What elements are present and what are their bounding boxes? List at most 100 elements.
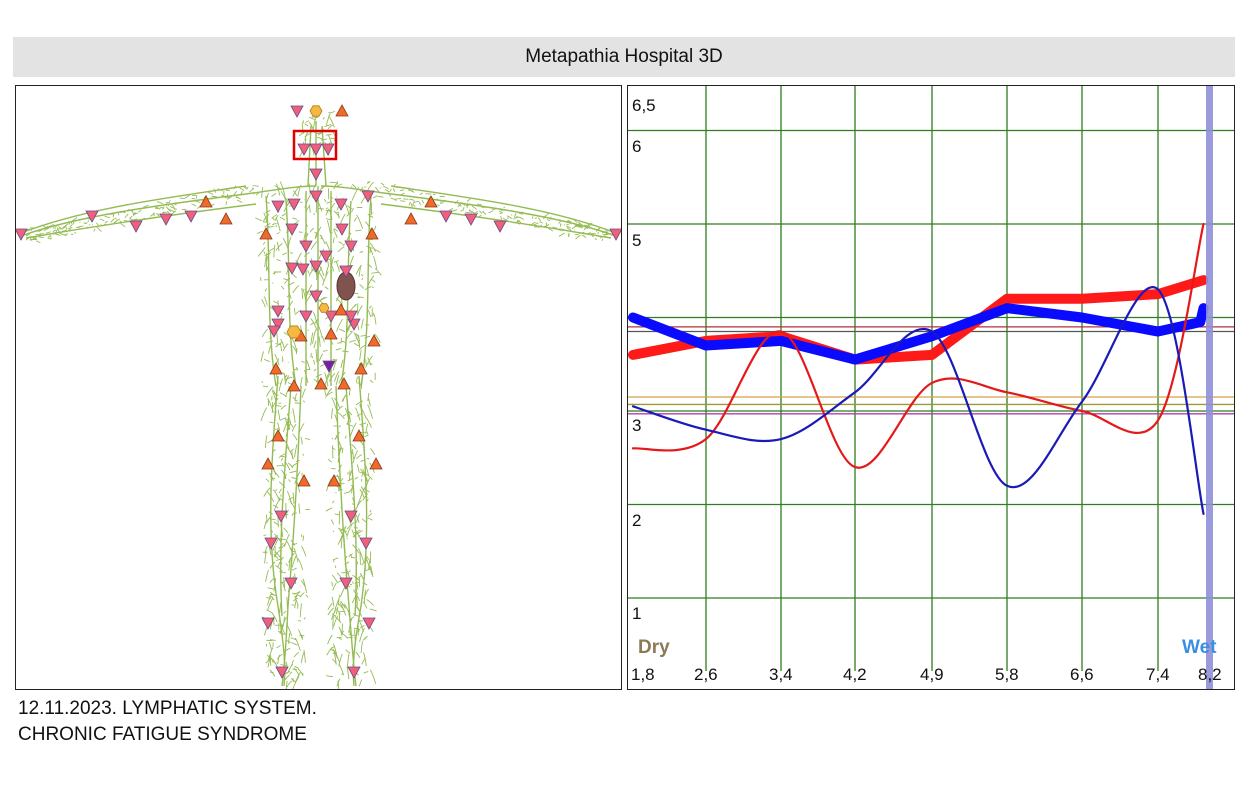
lymph-capillary [279,624,284,635]
lymph-capillary [71,217,78,222]
lymph-capillary [296,481,301,493]
pink-down-triangle-marker[interactable] [362,617,376,630]
orange-up-triangle-marker[interactable] [354,362,368,375]
pink-down-triangle-marker[interactable] [271,200,285,213]
pink-down-triangle-marker[interactable] [16,228,28,241]
pink-down-triangle-marker[interactable] [284,577,298,590]
pink-down-triangle-marker[interactable] [344,310,358,323]
lymph-capillary [113,220,117,225]
position-cursor[interactable] [1206,86,1213,689]
orange-up-triangle-marker[interactable] [297,474,311,487]
pink-down-triangle-marker[interactable] [184,210,198,223]
pink-down-triangle-marker[interactable] [344,510,358,523]
pink-down-triangle-marker[interactable] [287,198,301,211]
pink-down-triangle-marker[interactable] [309,190,323,203]
lymph-capillary [334,397,341,408]
lymph-capillary [578,235,581,237]
pink-down-triangle-marker[interactable] [347,666,361,679]
orange-up-triangle-marker[interactable] [335,104,349,117]
pink-down-triangle-marker[interactable] [275,666,289,679]
lymph-capillary [314,226,322,240]
pink-down-triangle-marker[interactable] [299,240,313,253]
orange-up-triangle-marker[interactable] [424,195,438,208]
pink-down-triangle-marker[interactable] [85,210,99,223]
orange-up-triangle-marker[interactable] [314,377,328,390]
orange-hexagon-marker[interactable] [318,303,330,313]
pink-down-triangle-marker[interactable] [299,310,313,323]
pink-down-triangle-marker[interactable] [267,325,281,338]
pink-down-triangle-marker[interactable] [159,213,173,226]
orange-up-triangle-marker[interactable] [261,457,275,470]
pink-down-triangle-marker[interactable] [324,310,338,323]
pink-down-triangle-marker[interactable] [361,190,375,203]
pink-down-triangle-marker[interactable] [297,143,311,156]
pink-down-triangle-marker[interactable] [296,263,310,276]
lymph-capillary [67,227,73,230]
orange-hexagon-marker[interactable] [309,105,323,117]
pink-down-triangle-marker[interactable] [271,318,285,331]
pink-down-triangle-marker[interactable] [261,617,275,630]
pink-down-triangle-marker[interactable] [309,290,323,303]
orange-up-triangle-marker[interactable] [327,474,341,487]
lymph-capillary [281,469,287,479]
lymph-capillary [413,200,419,203]
orange-up-triangle-marker[interactable] [287,379,301,392]
pink-down-triangle-marker[interactable] [464,213,478,226]
pink-down-triangle-marker[interactable] [285,223,299,236]
purple-down-triangle-marker[interactable] [322,360,336,373]
orange-up-triangle-marker[interactable] [324,327,338,340]
pink-down-triangle-marker[interactable] [359,537,373,550]
pink-down-triangle-marker[interactable] [439,210,453,223]
lymph-capillary [365,423,369,434]
orange-up-triangle-marker[interactable] [269,362,283,375]
orange-up-triangle-marker[interactable] [337,377,351,390]
pink-down-triangle-marker[interactable] [339,265,353,278]
lymph-capillary [452,209,458,212]
lymph-capillary [290,539,296,546]
lymphatic-system-figure[interactable] [16,86,621,689]
orange-up-triangle-marker[interactable] [219,212,233,225]
pink-down-triangle-marker[interactable] [319,250,333,263]
body-3d-view[interactable] [15,85,622,690]
orange-up-triangle-marker[interactable] [404,212,418,225]
orange-up-triangle-marker[interactable] [369,457,383,470]
lymph-capillary [279,382,281,384]
orange-hexagon-marker[interactable] [286,325,302,339]
pink-down-triangle-marker[interactable] [290,105,304,118]
selection-rectangle[interactable] [292,129,338,161]
lymph-capillary [362,493,369,501]
pink-down-triangle-marker[interactable] [335,223,349,236]
lymph-capillary [355,407,361,421]
lymph-capillary [221,194,226,197]
orange-up-triangle-marker[interactable] [352,429,366,442]
pink-down-triangle-marker[interactable] [493,220,507,233]
pink-down-triangle-marker[interactable] [271,305,285,318]
pink-down-triangle-marker[interactable] [264,537,278,550]
pink-down-triangle-marker[interactable] [321,143,335,156]
lymph-capillary [263,487,271,497]
orange-up-triangle-marker[interactable] [199,195,213,208]
pink-down-triangle-marker[interactable] [344,240,358,253]
line-chart[interactable]: 1 2 3 5 6 6,5 1,8 2,6 3,4 4,2 4,9 5,8 6,6 7,4 8,2 Dry… [628,86,1234,689]
pink-down-triangle-marker[interactable] [309,143,323,156]
orange-up-triangle-marker[interactable] [367,334,381,347]
pink-down-triangle-marker[interactable] [309,168,323,181]
pink-down-triangle-marker[interactable] [334,198,348,211]
lymph-capillary [265,386,274,397]
pink-down-triangle-marker[interactable] [609,228,621,241]
orange-up-triangle-marker[interactable] [259,227,273,240]
pink-down-triangle-marker[interactable] [274,510,288,523]
lymph-capillary [263,212,268,222]
lymph-capillary [283,439,290,450]
lymph-capillary [273,300,280,305]
lymph-capillary [271,214,278,219]
lymph-capillary [348,618,353,633]
orange-up-triangle-marker[interactable] [365,227,379,240]
pink-down-triangle-marker[interactable] [309,260,323,273]
measurement-chart[interactable]: 1 2 3 5 6 6,5 1,8 2,6 3,4 4,2 4,9 5,8 6,6 7,4 8,2 Dry… [627,85,1235,690]
orange-up-triangle-marker[interactable] [334,303,348,316]
pink-down-triangle-marker[interactable] [339,577,353,590]
pink-down-triangle-marker[interactable] [285,262,299,275]
pink-down-triangle-marker[interactable] [129,220,143,233]
orange-up-triangle-marker[interactable] [271,429,285,442]
